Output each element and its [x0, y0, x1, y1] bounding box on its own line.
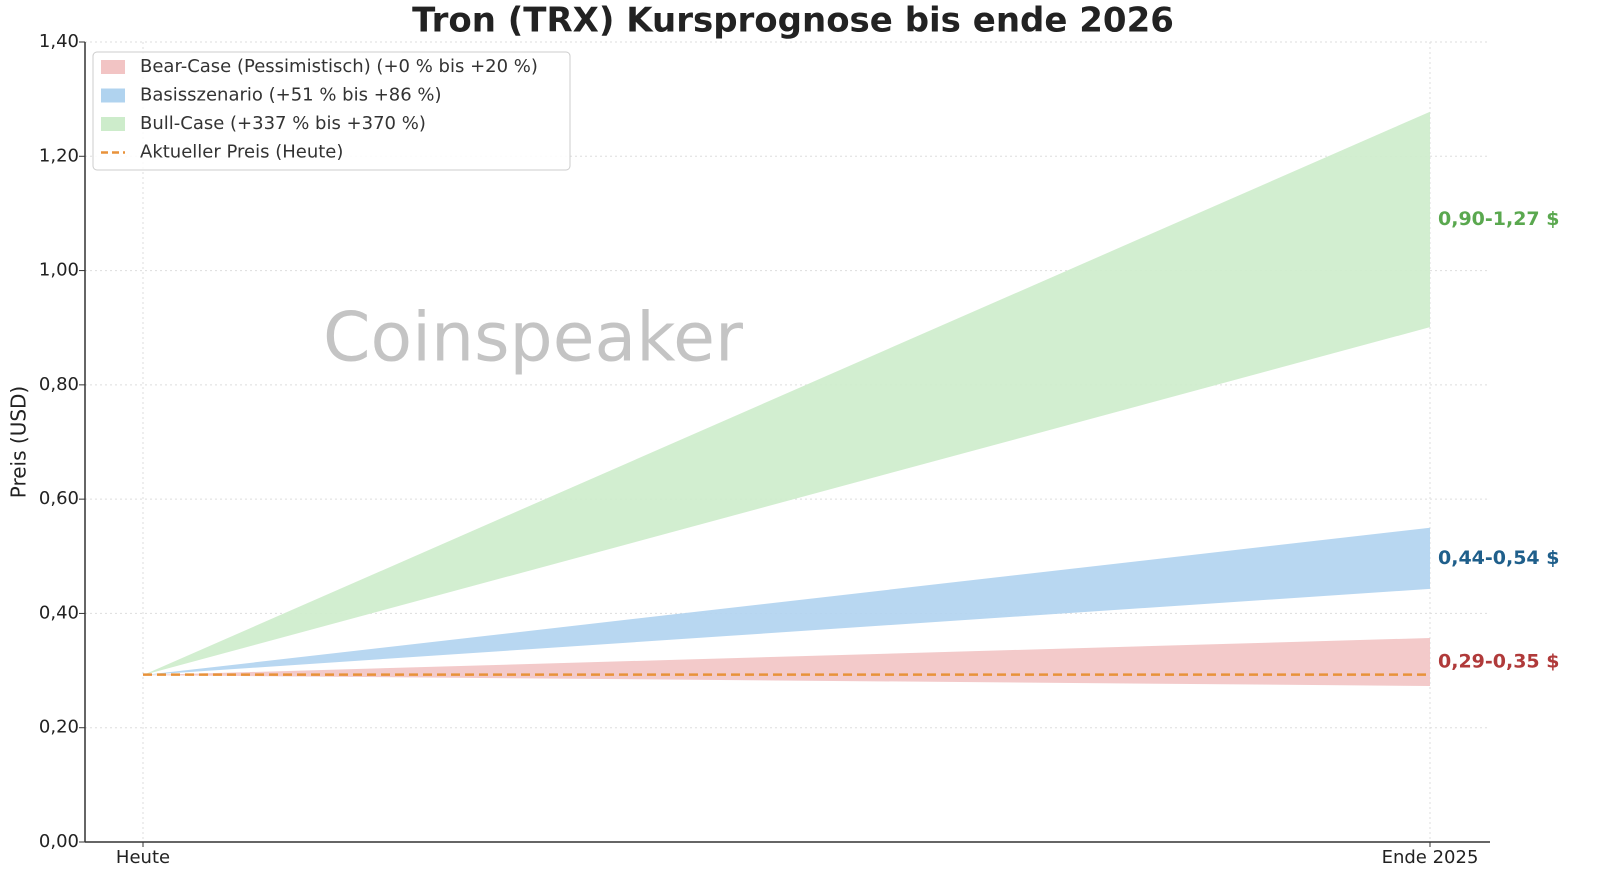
x-tick-label: Heute	[116, 847, 170, 868]
forecast-band	[143, 527, 1430, 676]
forecast-band	[143, 111, 1430, 676]
legend-label: Aktueller Preis (Heute)	[140, 142, 343, 163]
y-tick-label: 1,40	[39, 31, 79, 52]
y-tick-label: 1,00	[39, 260, 79, 281]
legend-label: Basisszenario (+51 % bis +86 %)	[140, 85, 442, 106]
legend-swatch	[101, 117, 125, 131]
legend-box	[92, 51, 571, 171]
y-tick-label: 0,80	[39, 374, 79, 395]
chart-title: Tron (TRX) Kursprognose bis ende 2026	[412, 1, 1174, 41]
band-end-label: 0,29-0,35 $	[1438, 651, 1559, 673]
legend-swatch	[101, 60, 125, 74]
forecast-band	[143, 638, 1430, 686]
legend-swatch	[101, 88, 125, 103]
band-end-label: 0,90-1,27 $	[1438, 208, 1559, 230]
legend-label: Bear-Case (Pessimistisch) (+0 % bis +20 …	[140, 56, 538, 77]
y-tick-label: 0,40	[39, 602, 79, 623]
y-tick-label: 0,20	[39, 717, 79, 738]
x-tick-label: Ende 2025	[1382, 847, 1479, 868]
y-tick-label: 0,00	[39, 831, 79, 852]
legend-label: Bull-Case (+337 % bis +370 %)	[140, 113, 426, 134]
y-tick-label: 1,20	[39, 145, 79, 166]
y-axis-label: Preis (USD)	[7, 386, 31, 498]
y-tick-label: 0,60	[39, 488, 79, 509]
band-end-label: 0,44-0,54 $	[1438, 547, 1559, 569]
watermark: Coinspeaker	[323, 299, 743, 378]
